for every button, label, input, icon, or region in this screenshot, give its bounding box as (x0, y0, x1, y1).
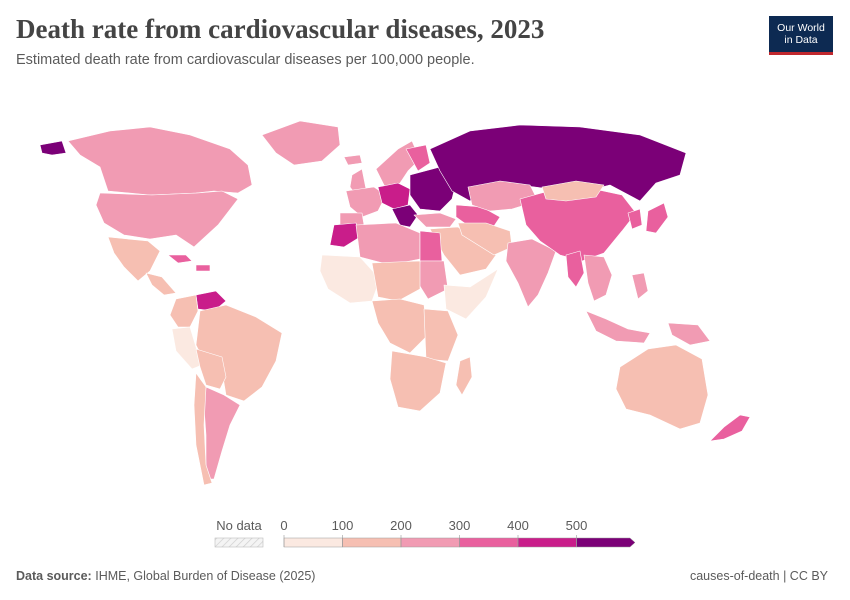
region-egypt[interactable]: Egypt (419, 230, 443, 262)
region-iceland[interactable]: Iceland (343, 154, 363, 166)
region-algeria-libya[interactable]: Algeria & Libya (355, 222, 421, 266)
color-legend: No data 0 100 200 300 400 500 (214, 518, 636, 548)
region-mongolia[interactable]: Mongolia (541, 180, 605, 202)
legend-no-data-label: No data (216, 518, 262, 533)
legend-bin-2[interactable] (400, 537, 460, 548)
region-philippines[interactable]: Philippines (631, 272, 649, 300)
legend-bin-1[interactable] (342, 537, 402, 548)
legend-no-data-swatch (214, 537, 264, 548)
chart-subtitle: Estimated death rate from cardiovascular… (16, 52, 475, 68)
legend-bin-4[interactable] (517, 537, 577, 548)
region-sahel[interactable]: Sahel (371, 260, 421, 302)
region-alaska[interactable]: Alaska (39, 140, 67, 156)
region-central-europe[interactable]: Central Europe (377, 182, 411, 210)
region-india[interactable]: India (505, 238, 557, 308)
legend-tick-label: 200 (390, 518, 412, 533)
region-west-africa[interactable]: West Africa (319, 254, 381, 304)
logo-line-2: in Data (784, 34, 818, 46)
region-new-zealand[interactable]: New Zealand (709, 414, 751, 442)
region-indonesia[interactable]: Indonesia (585, 310, 651, 344)
data-source: Data source: IHME, Global Burden of Dise… (16, 569, 315, 583)
region-balkans[interactable]: Balkans (391, 204, 419, 228)
legend-tick-label: 0 (280, 518, 287, 533)
logo-line-1: Our World (777, 22, 825, 34)
legend-bin-3[interactable] (459, 537, 519, 548)
legend-tick-label: 400 (507, 518, 529, 533)
region-western-europe[interactable]: Western Europe (345, 186, 387, 218)
world-map: AlaskaCanadaGreenland United StatesMexico… (39, 120, 751, 486)
data-source-label: Data source: (16, 569, 92, 583)
data-source-text: IHME, Global Burden of Disease (2025) (95, 569, 316, 583)
chart-license[interactable]: causes-of-death | CC BY (689, 569, 828, 583)
region-colombia-ecuador[interactable]: Colombia & Ecuador (169, 294, 199, 328)
owid-logo[interactable]: Our World in Data (769, 16, 833, 55)
region-sudan[interactable]: Sudan (417, 260, 449, 300)
region-madagascar[interactable]: Madagascar (455, 356, 473, 396)
region-papua-new-guinea[interactable]: Papua New Guinea (667, 322, 711, 346)
region-caribbean[interactable]: Caribbean (167, 254, 211, 272)
region-iran-afghanistan[interactable]: Iran & Afghanistan (457, 222, 513, 256)
legend-bin-0[interactable] (283, 537, 343, 548)
legend-tick-label: 500 (566, 518, 588, 533)
legend-bin-5[interactable] (576, 537, 636, 548)
region-turkey[interactable]: Turkey (413, 212, 457, 228)
region-koreas[interactable]: Koreas (627, 208, 643, 230)
region-horn-of-africa[interactable]: Horn of Africa (443, 268, 499, 320)
region-central-america[interactable]: Central America (145, 272, 177, 296)
region-mexico[interactable]: Mexico (107, 236, 161, 282)
legend-tick-label: 300 (449, 518, 471, 533)
chart-title: Death rate from cardiovascular diseases,… (16, 14, 545, 44)
region-finland[interactable]: Finland (405, 144, 431, 172)
region-bolivia-paraguay[interactable]: Bolivia & Paraguay (195, 348, 227, 390)
region-east-africa[interactable]: East Africa (423, 308, 459, 362)
region-central-africa[interactable]: Central Africa (371, 298, 429, 354)
region-chile[interactable]: Chile (193, 372, 213, 486)
region-morocco[interactable]: Morocco (329, 222, 361, 248)
region-united-states[interactable]: United States (95, 190, 239, 248)
region-argentina[interactable]: Argentina (203, 386, 241, 480)
region-greenland[interactable]: Greenland (261, 120, 341, 166)
region-southeast-asia[interactable]: Southeast Asia (583, 254, 613, 302)
region-canada[interactable]: Canada (67, 126, 253, 196)
region-southern-africa[interactable]: Southern Africa (389, 350, 447, 412)
region-myanmar[interactable]: Myanmar (565, 250, 585, 288)
region-japan[interactable]: Japan (645, 202, 669, 234)
region-australia[interactable]: Australia (615, 344, 709, 430)
legend-tick-label: 100 (332, 518, 354, 533)
